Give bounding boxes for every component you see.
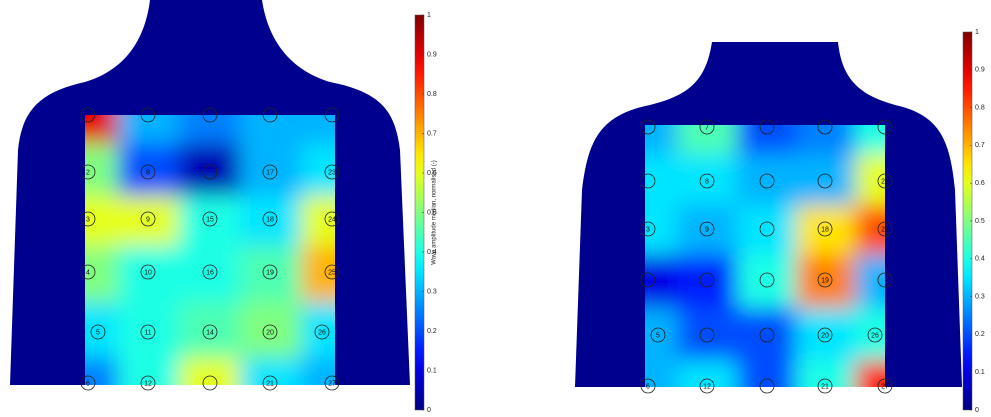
colorbar-tick-label: 0.9 — [975, 67, 985, 74]
electrode-label: 4 — [86, 269, 90, 276]
electrode-label: 20 — [821, 332, 829, 339]
colorbar-label: Wave amplitude median, normalised (-) — [432, 160, 438, 264]
electrode-label: 21 — [266, 380, 274, 387]
electrode-label: 8 — [146, 169, 150, 176]
electrode-label: 24 — [328, 216, 336, 223]
colorbar-tick-label: 0.1 — [427, 367, 437, 374]
colorbar-tick-label: 0.3 — [427, 288, 437, 295]
electrode-label: 24 — [881, 226, 889, 233]
colorbar-tick-label: 0.9 — [427, 51, 437, 58]
electrode-label: 21 — [821, 383, 829, 390]
heatmap — [620, 100, 911, 412]
colorbar-tick-label: 0 — [975, 407, 979, 412]
electrode-label: 7 — [705, 124, 709, 131]
electrode-label: 5 — [656, 332, 660, 339]
electrode-label: 23 — [328, 169, 336, 176]
electrode-label: 12 — [144, 380, 152, 387]
heat-cell — [678, 255, 739, 309]
heat-cell — [737, 255, 797, 309]
electrode-label: 19 — [821, 277, 829, 284]
electrode-label: 27 — [881, 383, 889, 390]
electrode-label: 15 — [206, 216, 214, 223]
colorbar-tick-label: 0 — [427, 407, 431, 412]
heat-cell — [737, 308, 797, 362]
colorbar-tick-label: 1 — [427, 12, 431, 19]
figure: 2817233915182441016192551114202661221270… — [0, 0, 991, 412]
electrode-label: 6 — [86, 380, 90, 387]
electrode-label: 23 — [881, 178, 889, 185]
colorbar-tick-label: 0.4 — [975, 256, 985, 263]
heat-cell — [737, 154, 797, 206]
electrode-label: 10 — [144, 269, 152, 276]
electrode-label: 12 — [703, 383, 711, 390]
electrode-label: 18 — [821, 226, 829, 233]
electrode-label: 6 — [646, 383, 650, 390]
electrode-label: 5 — [96, 329, 100, 336]
heat-cell — [737, 361, 797, 413]
colorbar-tick-label: 0.8 — [975, 104, 985, 111]
colorbar-tick-label: 0.8 — [427, 91, 437, 98]
electrode-label: 3 — [86, 216, 90, 223]
colorbar-tick-label: 0.7 — [427, 130, 437, 137]
electrode-label: 26 — [871, 332, 879, 339]
colorbar-tick-label: 0.5 — [975, 218, 985, 225]
electrode-label: 3 — [646, 226, 650, 233]
heatmap-cells — [620, 100, 911, 412]
colorbar-tick-label: 0.2 — [975, 331, 985, 338]
heat-cell — [179, 144, 241, 197]
electrode-label: 14 — [206, 329, 214, 336]
electrode-label: 9 — [705, 226, 709, 233]
electrode-label: 16 — [206, 269, 214, 276]
heat-cell — [179, 358, 241, 412]
electrode-label: 27 — [328, 380, 336, 387]
electrode-label: 18 — [266, 216, 274, 223]
heatmap-cells — [60, 90, 361, 411]
electrode-label: 9 — [146, 216, 150, 223]
heat-cell — [678, 308, 739, 362]
colorbar-tick-label: 0.1 — [975, 369, 985, 376]
electrode-label: 11 — [144, 329, 151, 336]
heat-cell — [737, 205, 797, 256]
electrode-label: 20 — [266, 329, 274, 336]
colorbar-tick-label: 0.2 — [427, 328, 437, 335]
colorbar-tick-label: 0.6 — [975, 180, 985, 187]
heatmap — [60, 90, 361, 411]
electrode-label: 19 — [266, 269, 274, 276]
electrode-label: 17 — [266, 169, 274, 176]
colorbar-tick-label: 1 — [975, 29, 979, 36]
heat-cell — [796, 154, 856, 206]
electrode-label: 2 — [86, 169, 90, 176]
colorbar-tick-label: 0.3 — [975, 293, 985, 300]
electrode-label: 8 — [705, 178, 709, 185]
electrode-label: 25 — [328, 269, 336, 276]
colorbar-tick-label: 0.7 — [975, 142, 985, 149]
electrode-label: 26 — [318, 329, 326, 336]
